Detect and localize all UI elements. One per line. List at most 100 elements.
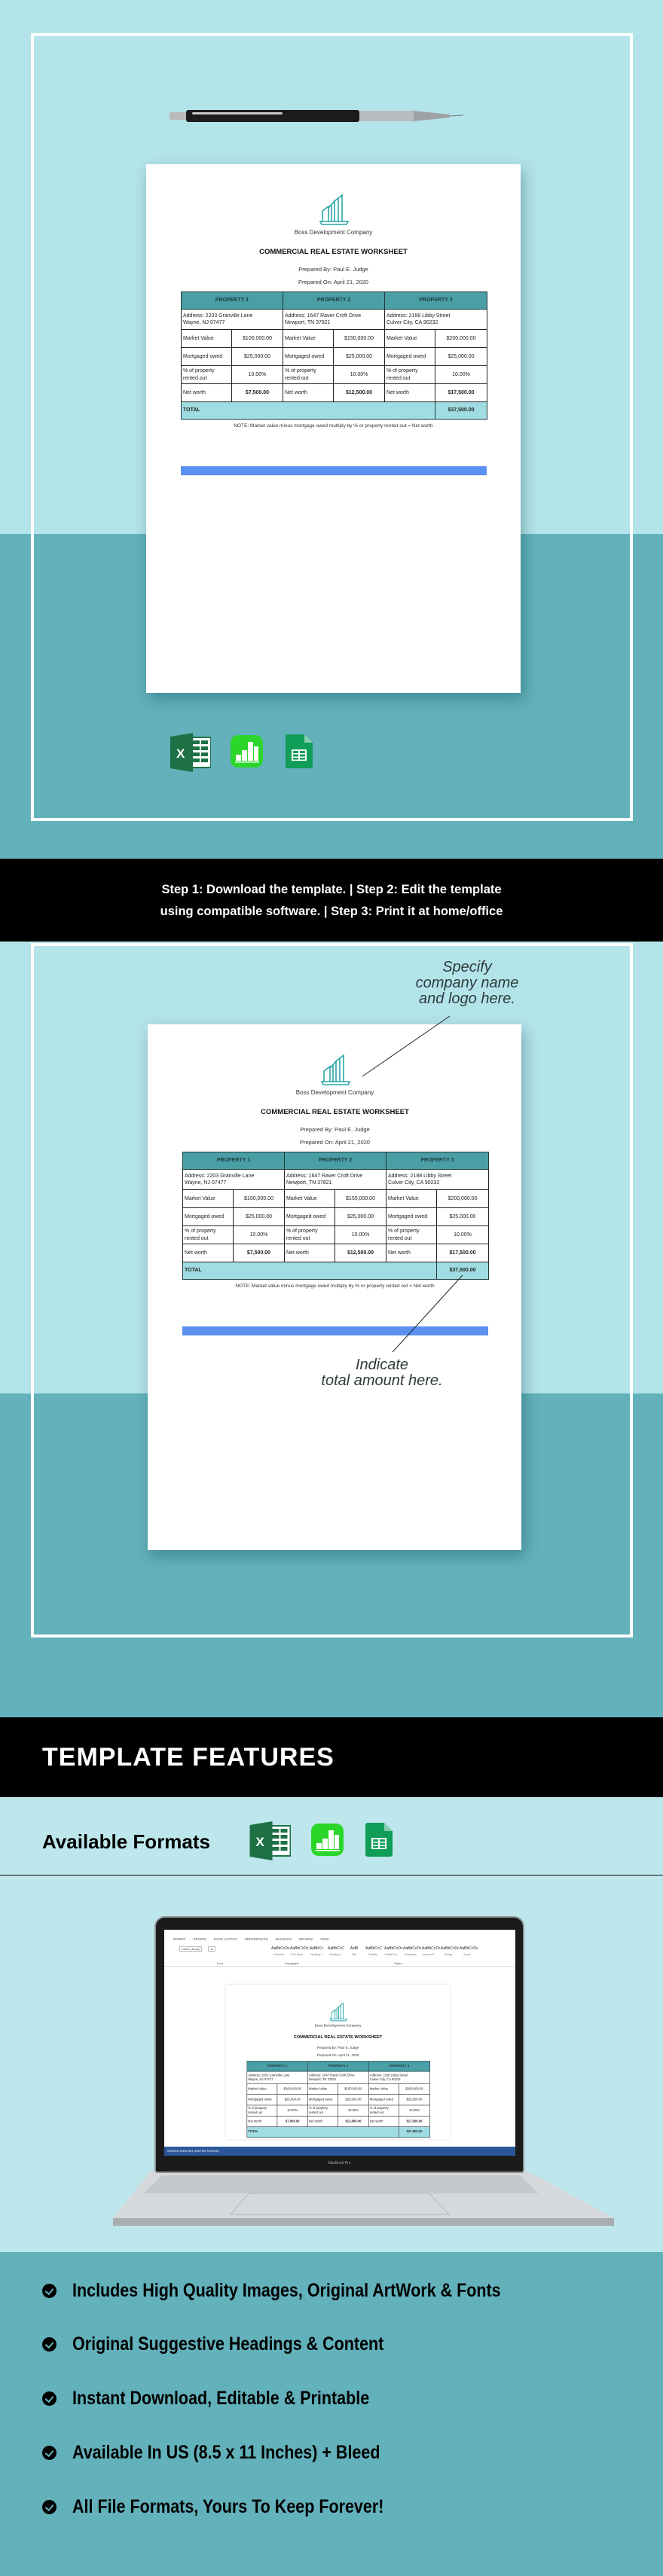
style-label: Emphasis [405,1953,417,1956]
prepared-by: Prepared By: Paul E. Judge [300,1126,370,1133]
laptop-base [113,2171,614,2226]
numbers-icon [311,1824,344,1856]
value-cell: $17,500.00 [399,2116,430,2127]
style-label: ¶ No Spac... [290,1953,305,1956]
ribbon-tab[interactable]: INSERT [173,1937,186,1941]
total-value: $37,500.00 [436,1262,489,1280]
style-preset[interactable]: AaBbCcDc Intense E... [422,1946,441,1956]
laptop-screen: INSERT DESIGN PAGE LAYOUT REFERENCES MAI… [164,1930,515,2156]
ribbon-tab[interactable]: DESIGN [193,1937,206,1941]
prepared-by: Prepared By: Paul E. Judge [298,266,368,273]
style-preset[interactable]: AaBbCcC Heading 2 [328,1946,344,1956]
value-cell: $200,000.00 [399,2083,430,2095]
label-cell: Market Value [181,329,232,348]
font-name-box[interactable]: Calibri (Body) [179,1946,203,1952]
property-header: PROPERTY 3 [368,2061,430,2072]
style-preview: AaBbCc [309,1946,324,1951]
ribbon-tab[interactable]: REFERENCES [244,1937,268,1941]
value-cell: $7,500.00 [231,383,283,402]
hero-frame [31,33,633,821]
style-preview: AaBbCcDc [422,1946,441,1951]
label-cell: Net worth [307,2116,338,2127]
worksheet-note: NOTE: Market value minus mortgage owed m… [234,423,433,429]
laptop-brand-label: MacBook Pro [328,2161,351,2165]
style-preset[interactable]: AaBbCcDc Subtle Em... [384,1946,403,1956]
property-header: PROPERTY 2 [283,291,385,310]
ribbon-tab[interactable]: MAILINGS [275,1937,292,1941]
document-title: COMMERCIAL REAL ESTATE WORKSHEET [259,248,408,256]
word-status-bar: WORDS ENGLISH (UNITED STATES) [164,2147,515,2156]
style-preset[interactable]: AaBbCcDc ¶ Normal [271,1946,290,1956]
value-cell: $12,500.00 [333,383,385,402]
style-preview: AaBbCcC [328,1946,344,1951]
table-row-total: TOTAL $37,500.00 [246,2126,430,2138]
check-circle-icon [42,2445,57,2460]
value-cell: $25,000.00 [277,2094,308,2106]
features-list: Includes High Quality Images, Original A… [0,2252,663,2576]
table-row-percent-rented: % of property rented out 10.00% % of prop… [181,365,487,384]
value-cell: $25,000.00 [399,2094,430,2106]
value-cell: $150,000.00 [338,2083,369,2095]
check-circle-icon [42,2336,57,2352]
ribbon-tab[interactable]: VIEW [319,1937,329,1941]
worksheet-document: Boss Development Company COMMERCIAL REAL… [148,1024,521,1550]
value-cell: $12,500.00 [335,1244,386,1262]
company-name: Boss Development Company [294,229,373,236]
style-preset[interactable]: AaBbCcDc Emphasis [403,1946,422,1956]
pencil-image [170,110,463,122]
value-cell: $150,000.00 [333,329,385,348]
style-label: Intense E... [423,1953,436,1956]
table-row-mortgaged-owed: Mortgaged owed $25,000.00 Mortgaged owed $… [181,347,487,366]
label-cell: Market Value [307,2083,338,2095]
label-cell: % of property rented out [307,2104,338,2117]
style-preview: AaBbCcDc [271,1946,290,1951]
table-row-market-value: Market Value $100,000.00 Market Value $150… [182,1189,489,1208]
table-row-mortgaged-owed: Mortgaged owed $25,000.00 Mortgaged owed $… [246,2094,430,2106]
company-name: Boss Development Company [295,1089,374,1096]
feature-item: Instant Download, Editable & Printable [42,2387,417,2410]
style-preview: AaBbCcDc [384,1946,403,1951]
style-preset[interactable]: AaBbCcDc Quote [460,1946,478,1956]
style-preset[interactable]: AaBbCcDc ¶ No Spac... [290,1946,308,1956]
worksheet-table: PROPERTY 1 PROPERTY 2 PROPERTY 3 Address… [181,291,487,420]
value-cell: $25,000.00 [435,347,487,366]
value-cell: $150,000.00 [335,1189,386,1208]
label-cell: % of property rented out [283,365,334,384]
property-header: PROPERTY 1 [181,291,283,310]
style-label: Quote [463,1953,471,1956]
style-preset[interactable]: AaBl Title [347,1946,362,1956]
ribbon-tab[interactable]: REVIEW [299,1937,313,1941]
value-cell: $100,000.00 [277,2083,308,2095]
value-cell: 10.00% [436,1225,489,1244]
value-cell: 10.00% [231,365,283,384]
style-preset[interactable]: AaBbCc Heading 1 [309,1946,324,1956]
label-cell: % of property rented out [368,2104,399,2117]
document-preview-page: Boss Development Company COMMERCIAL REAL… [146,164,521,693]
ribbon-group-label: Styles [394,1961,402,1965]
style-label: Title [351,1953,357,1956]
address-cell: Address: 1647 Raver Croft Drive Newport, … [284,1169,386,1190]
table-row-net-worth: Net worth $7,500.00 Net worth $12,500.00 N… [181,383,487,402]
company-logo-icon [319,194,350,225]
style-label: Subtitle [368,1953,377,1956]
prepared-by: Prepared By: Paul E. Judge [316,2045,359,2050]
template-features-header: TEMPLATE FEATURES [0,1717,663,1797]
style-preview: AaBbCcC [365,1946,382,1951]
annotation-company: Specify company name and logo here. [415,959,519,1007]
steps-banner: Step 1: Download the template. | Step 2:… [0,859,663,942]
style-preview: AaBbCcDc [441,1946,460,1951]
style-label: Heading 2 [329,1953,341,1956]
property-header: PROPERTY 3 [386,1152,489,1170]
style-preview: AaBl [350,1946,359,1951]
style-preview: AaBbCcDc [403,1946,422,1951]
style-preset[interactable]: AaBbCcC Subtitle [365,1946,382,1956]
font-size-box[interactable]: 11 [208,1946,216,1952]
svg-text:X: X [176,746,185,761]
excel-icon: X [170,733,211,772]
style-preset[interactable]: AaBbCcDc Strong [441,1946,460,1956]
value-cell: $25,000.00 [233,1207,285,1226]
total-value: $37,500.00 [399,2126,430,2138]
table-row-mortgaged-owed: Mortgaged owed $25,000.00 Mortgaged owed $… [182,1207,489,1226]
steps-line-2: using compatible software. | Step 3: Pri… [160,905,503,918]
ribbon-tab[interactable]: PAGE LAYOUT [213,1937,237,1941]
